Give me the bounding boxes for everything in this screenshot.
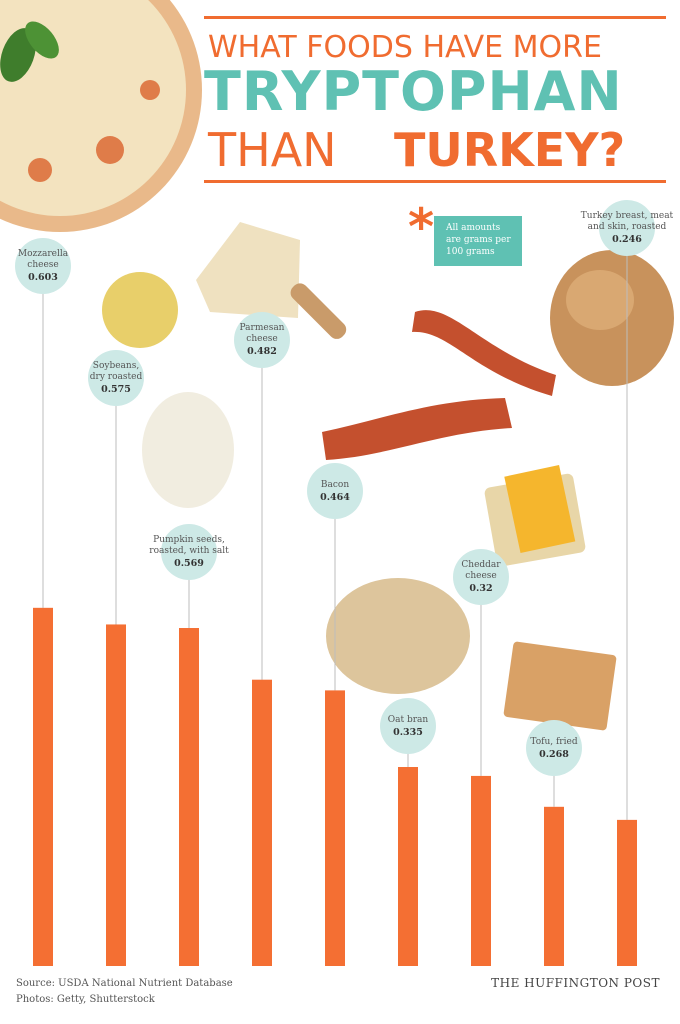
parmesan-image [196, 222, 347, 339]
cheddar-image [484, 465, 586, 567]
note-text-line-2: are grams per [446, 235, 511, 245]
footer-brand: THE HUFFINGTON POST [491, 976, 660, 990]
pizza-image [0, 0, 202, 232]
category-label: Bacon [321, 480, 349, 490]
value-bubble [307, 463, 363, 519]
title-line-1: WHAT FOODS HAVE MORE [208, 30, 602, 65]
title-rule-bottom [204, 180, 666, 183]
category-label: and skin, roasted [588, 222, 667, 232]
footer-source: Source: USDA National Nutrient Database [16, 978, 233, 989]
category-label: dry roasted [90, 372, 143, 382]
value-label: 0.335 [393, 727, 423, 738]
bar [617, 819, 637, 966]
oat-bran-image [326, 578, 470, 694]
category-label: Turkey breast, meat [581, 211, 674, 221]
value-bubble [161, 524, 217, 580]
asterisk-icon: * [408, 198, 435, 256]
title-line-3a: THAN [208, 123, 337, 177]
bar [325, 690, 345, 966]
value-bubble [526, 720, 582, 776]
value-label: 0.482 [247, 346, 277, 357]
value-bubble [599, 200, 655, 256]
bar [252, 679, 272, 966]
category-label: roasted, with salt [149, 546, 229, 556]
category-label: Soybeans, [93, 361, 139, 371]
title-line-3b: TURKEY? [394, 123, 626, 177]
title-block: WHAT FOODS HAVE MORE TRYPTOPHAN THAN TUR… [204, 12, 666, 192]
value-bubble [234, 312, 290, 368]
note-box: All amounts are grams per 100 grams [434, 216, 522, 266]
category-label: Parmesan [240, 323, 285, 333]
note-text-line-3: 100 grams [446, 247, 495, 257]
category-label: Tofu, fried [530, 737, 577, 747]
tofu-image [503, 641, 617, 731]
bar [471, 775, 491, 966]
category-label: cheese [246, 334, 277, 344]
bar [33, 607, 53, 966]
value-label: 0.32 [469, 583, 492, 594]
category-label: Oat bran [388, 715, 429, 725]
pumpkin-seeds-image [142, 392, 234, 508]
category-label: cheese [465, 571, 496, 581]
value-bubble [88, 350, 144, 406]
value-label: 0.464 [320, 492, 350, 503]
bar [398, 767, 418, 966]
turkey-image [550, 250, 674, 386]
value-label: 0.603 [28, 272, 58, 283]
title-line-2: TRYPTOPHAN [204, 60, 623, 123]
bar [179, 628, 199, 966]
value-bubble [380, 698, 436, 754]
value-label: 0.575 [101, 384, 131, 395]
value-label: 0.569 [174, 558, 204, 569]
category-label: Mozzarella [18, 249, 69, 259]
soybeans-image [102, 272, 178, 348]
category-label: Cheddar [461, 560, 501, 570]
category-label: Pumpkin seeds, [153, 535, 225, 545]
bacon-image [322, 310, 556, 460]
bar [106, 624, 126, 966]
bar [544, 806, 564, 966]
title-rule-top [204, 16, 666, 19]
category-label: cheese [27, 260, 58, 270]
value-label: 0.246 [612, 234, 642, 245]
value-label: 0.268 [539, 749, 569, 760]
value-bubble [15, 238, 71, 294]
value-bubble [453, 549, 509, 605]
footer-photos: Photos: Getty, Shutterstock [16, 994, 155, 1005]
note-text-line-1: All amounts [446, 223, 501, 233]
